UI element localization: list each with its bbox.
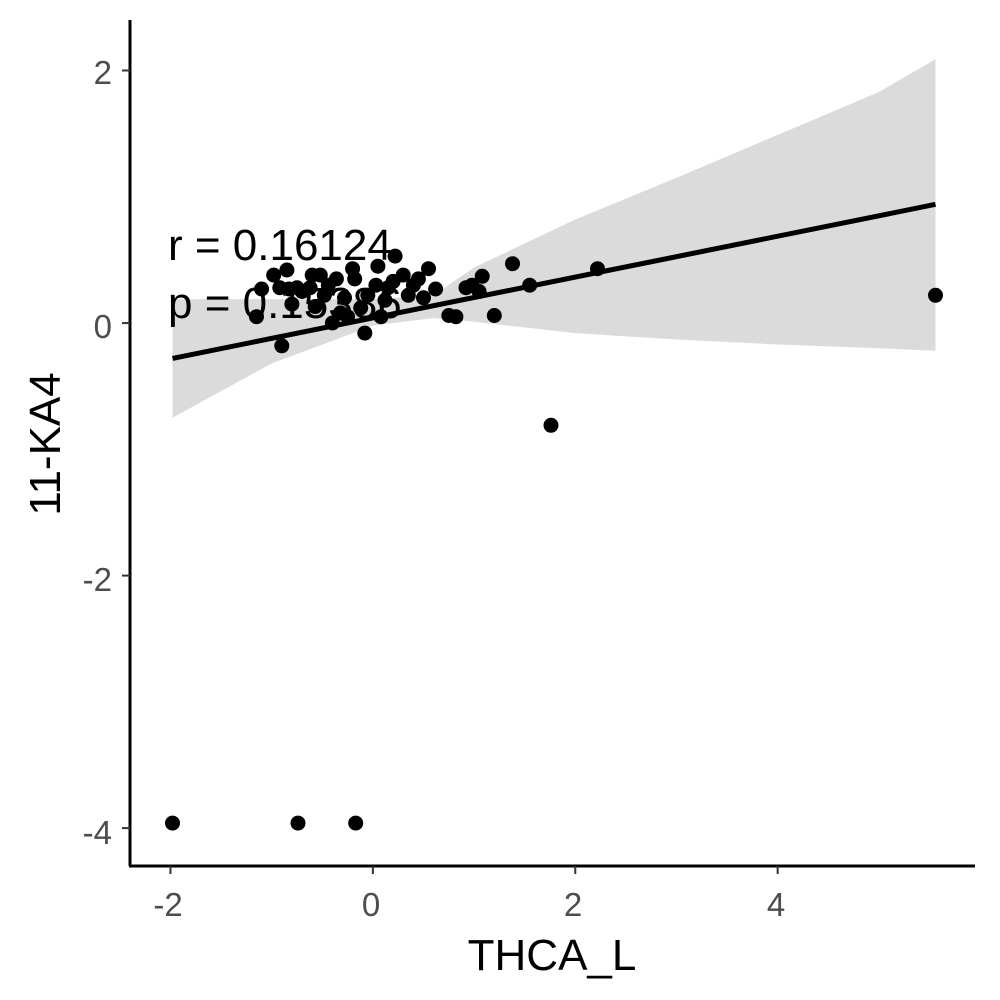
data-point <box>486 308 502 323</box>
annotation-layer: r = 0.16124 p = 0.15386 <box>168 221 402 328</box>
ticks-layer: 2 0 -2 -4 -2 0 2 4 <box>83 54 786 923</box>
data-point <box>290 815 306 831</box>
data-point <box>347 271 363 287</box>
x-tick-label: 2 <box>564 886 582 923</box>
data-point <box>165 815 180 831</box>
y-tick-label: 0 <box>94 308 112 345</box>
data-point <box>474 268 490 284</box>
data-point <box>353 300 369 316</box>
data-point <box>387 248 403 264</box>
axes-layer <box>128 20 975 868</box>
data-point <box>505 256 520 272</box>
data-point <box>254 281 270 297</box>
y-tick-label: -4 <box>83 814 112 851</box>
data-point <box>307 299 323 315</box>
data-point <box>368 277 384 293</box>
y-tick-label: -2 <box>83 561 112 598</box>
data-point <box>928 287 943 303</box>
data-point <box>395 267 411 283</box>
data-point <box>337 290 352 306</box>
regression-line <box>172 201 937 361</box>
x-tick-label: 4 <box>767 886 785 923</box>
fit-line-layer <box>172 201 937 361</box>
x-tick-label: 0 <box>362 886 380 923</box>
x-axis-title: THCA_L <box>468 931 637 980</box>
data-points-layer <box>165 248 943 831</box>
y-axis-title: 11-KA4 <box>21 372 70 516</box>
data-point <box>274 338 290 354</box>
annotation-p: p = 0.15386 <box>168 279 402 328</box>
data-point <box>328 271 344 287</box>
data-point <box>279 262 295 278</box>
data-point <box>428 281 444 297</box>
data-point <box>543 417 559 433</box>
data-point <box>302 280 318 296</box>
x-tick-label: -2 <box>153 886 182 923</box>
data-point <box>348 815 364 831</box>
data-point <box>377 292 393 308</box>
data-point <box>370 258 386 274</box>
data-point <box>416 290 431 306</box>
y-tick-label: 2 <box>94 54 112 91</box>
annotation-r: r = 0.16124 <box>168 221 392 270</box>
data-point <box>448 309 464 325</box>
data-point <box>360 287 376 303</box>
data-point <box>266 267 282 283</box>
data-point <box>284 296 300 312</box>
data-point <box>312 267 328 283</box>
data-point <box>357 325 373 341</box>
data-point <box>249 309 264 325</box>
data-point <box>421 261 436 277</box>
data-point <box>410 271 426 287</box>
